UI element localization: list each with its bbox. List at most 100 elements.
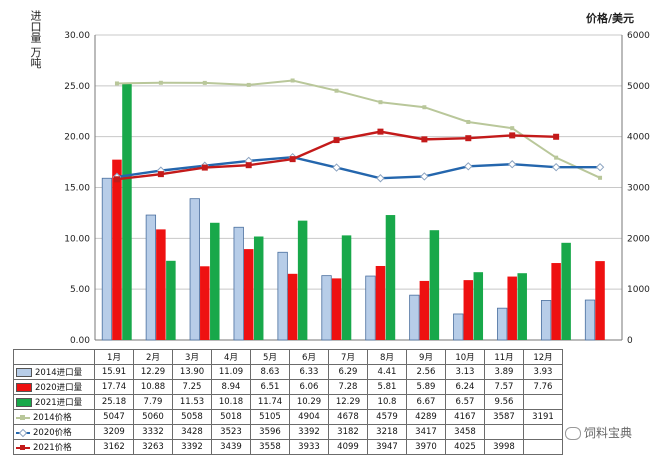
point-2014价格	[290, 78, 295, 83]
bar-2014进口量-11月	[540, 300, 552, 341]
table-cell: 7.76	[523, 379, 563, 395]
table-cell: 4025	[445, 439, 485, 455]
table-row: 2021进口量 25.18 7.79 11.53 10.18 11.74 10.29 12.2…	[13, 394, 563, 410]
series-name: 2021进口量	[35, 398, 83, 408]
table-cell: 10.18	[211, 394, 251, 410]
left-tick-label: 5.00	[70, 285, 90, 295]
bar-2020进口量-5月	[287, 273, 298, 340]
series-legend: 2021价格	[13, 439, 95, 455]
table-cell: 3947	[367, 439, 407, 455]
table-cell: 3558	[250, 439, 290, 455]
table-cell: 4678	[328, 409, 368, 425]
table-row: 2021价格 3162 3263 3392 3439 3558 3933 4099 3947 39…	[13, 439, 563, 455]
bar-2021进口量-3月	[210, 222, 220, 340]
table-cell: 3417	[406, 424, 446, 440]
bar-2020进口量-1月	[112, 159, 122, 340]
right-tick-label: 3000	[627, 184, 650, 194]
series-legend: 2014价格	[13, 409, 95, 425]
point-2014价格	[378, 100, 383, 105]
bar-2021进口量-11月	[561, 242, 571, 340]
table-cell: 3998	[484, 439, 524, 455]
table-cell: 5058	[172, 409, 212, 425]
table-cell: 3162	[94, 439, 134, 455]
bar-2020进口量-12月	[595, 261, 605, 340]
table-cell: 7.57	[484, 379, 524, 395]
table-cell: 3428	[172, 424, 212, 440]
table-cell: 3439	[211, 439, 251, 455]
table-cell: 15.91	[94, 364, 134, 380]
table-cell: 8.94	[211, 379, 251, 395]
left-axis-title: 进口量 万吨	[29, 10, 42, 69]
point-2014价格	[158, 80, 163, 85]
point-2020价格	[464, 162, 473, 171]
table-cell: 4.41	[367, 364, 407, 380]
table-cell: 6.06	[289, 379, 329, 395]
bar-2021进口量-7月	[385, 215, 396, 340]
bar-2020进口量-2月	[156, 229, 166, 340]
legend-swatch	[16, 383, 32, 392]
bar-2014进口量-6月	[321, 275, 332, 341]
table-cell: 3970	[406, 439, 446, 455]
point-2021价格	[509, 132, 516, 139]
category-label: 6月	[289, 349, 329, 365]
table-cell: 3596	[250, 424, 290, 440]
table-cell: 5105	[250, 409, 290, 425]
series-legend: 2014进口量	[13, 364, 95, 380]
table-cell: 3209	[94, 424, 134, 440]
table-cell: 3263	[133, 439, 173, 455]
legend-marker	[20, 444, 25, 450]
table-cell: 10.88	[133, 379, 173, 395]
point-2020价格	[376, 174, 385, 183]
bar-2014进口量-5月	[277, 251, 288, 341]
point-2014价格	[554, 155, 559, 160]
line-2020价格	[116, 155, 601, 180]
table-cell: 6.67	[406, 394, 446, 410]
data-table: 1月 2月 3月 4月 5月 6月 7月 8月 9月 10月 11月 12月 2014进口量 15.91 1…	[13, 349, 563, 455]
legend-swatch	[16, 398, 32, 407]
table-cell: 3182	[328, 424, 368, 440]
table-cell: 3.93	[523, 364, 563, 380]
point-2021价格	[421, 136, 428, 143]
table-cell: 4579	[367, 409, 407, 425]
right-tick-label: 2000	[627, 234, 650, 244]
series-legend: 2020价格	[13, 424, 95, 440]
right-tick-label: 0	[627, 336, 633, 346]
right-tick-label: 5000	[627, 82, 650, 92]
bar-2020进口量-6月	[331, 278, 342, 340]
table-cell: 3523	[211, 424, 251, 440]
left-tick-label: 15.00	[64, 184, 90, 194]
table-cell: 6.33	[289, 364, 329, 380]
bar-2014进口量-1月	[101, 177, 113, 341]
table-cell: 10.8	[367, 394, 407, 410]
table-cell: 11.09	[211, 364, 251, 380]
bar-2020进口量-9月	[463, 280, 474, 340]
bar-2020进口量-4月	[243, 249, 254, 340]
table-row: 2014价格 5047 5060 5058 5018 5105 4904 4678 4579 42…	[13, 409, 563, 425]
series-name: 2014进口量	[35, 368, 83, 378]
left-tick-label: 0.00	[70, 336, 90, 346]
point-2021价格	[553, 133, 560, 140]
table-cell: 12.29	[328, 394, 368, 410]
bar-2014进口量-7月	[365, 275, 376, 341]
bar-2014进口量-4月	[233, 226, 244, 341]
point-2014价格	[334, 88, 339, 93]
table-cell: 11.74	[250, 394, 290, 410]
bar-2021进口量-2月	[166, 260, 176, 340]
legend-marker	[20, 414, 25, 420]
bar-2021进口量-4月	[253, 236, 264, 340]
bar-2021进口量-5月	[297, 220, 308, 340]
point-2014价格	[114, 81, 119, 86]
bar-2021进口量-9月	[473, 272, 484, 340]
category-label: 9月	[406, 349, 446, 365]
legend-swatch	[16, 444, 30, 450]
table-cell: 5018	[211, 409, 251, 425]
table-cell	[523, 424, 563, 440]
point-2021价格	[377, 128, 384, 135]
table-cell: 3933	[289, 439, 329, 455]
table-cell: 3392	[289, 424, 329, 440]
bar-2014进口量-12月	[584, 299, 596, 341]
table-cell: 3.89	[484, 364, 524, 380]
table-row: 2014进口量 15.91 12.29 13.90 11.09 8.63 6.33 6.29 4…	[13, 364, 563, 380]
table-cell	[484, 424, 524, 440]
bar-2021进口量-1月	[122, 84, 132, 341]
